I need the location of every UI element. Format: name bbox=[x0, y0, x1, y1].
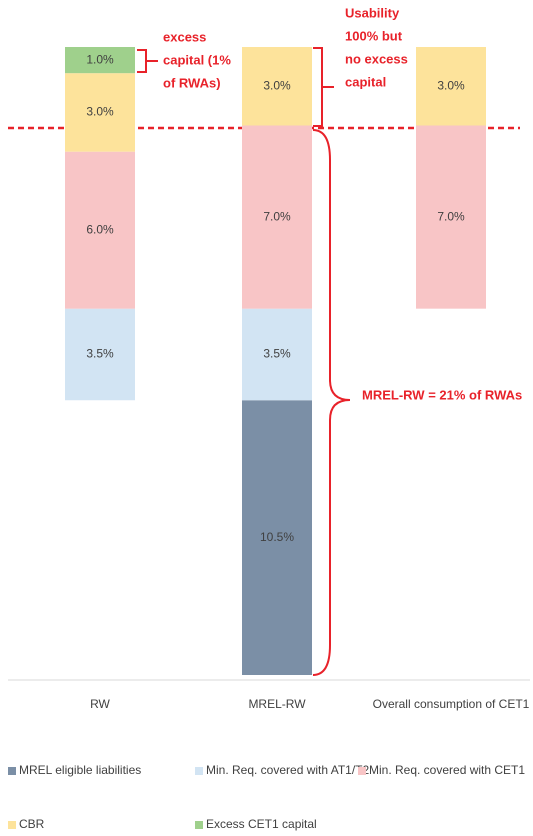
legend-swatch bbox=[195, 821, 203, 829]
value-label: 7.0% bbox=[437, 209, 465, 223]
bar-segment bbox=[416, 125, 486, 309]
bar-segment bbox=[242, 47, 312, 126]
x-tick-label: Overall consumption of CET1 bbox=[373, 697, 530, 711]
legend-swatch bbox=[358, 767, 366, 775]
legend-swatch bbox=[8, 821, 16, 829]
annotation: MREL-RW = 21% of RWAs bbox=[362, 387, 522, 402]
x-tick-label: MREL-RW bbox=[248, 697, 306, 711]
legend-label: Min. Req. covered with AT1/T2 bbox=[206, 763, 370, 777]
value-label: 6.0% bbox=[86, 222, 114, 236]
bracket bbox=[137, 49, 158, 73]
value-label: 7.0% bbox=[263, 209, 291, 223]
bar-segment bbox=[242, 125, 312, 309]
legend-swatch bbox=[8, 767, 16, 775]
bar-segment bbox=[65, 308, 135, 401]
value-label: 3.5% bbox=[86, 347, 114, 361]
bar-segment bbox=[65, 151, 135, 309]
legend-swatch bbox=[195, 767, 203, 775]
annotation: of RWAs) bbox=[163, 75, 221, 90]
legend-label: Min. Req. covered with CET1 bbox=[369, 763, 525, 777]
value-label: 3.0% bbox=[86, 105, 114, 119]
annotation: 100% but bbox=[345, 28, 403, 43]
value-label: 3.0% bbox=[437, 78, 465, 92]
legend-label: Excess CET1 capital bbox=[206, 817, 317, 831]
annotation: capital bbox=[345, 74, 386, 89]
bar-segment bbox=[242, 400, 312, 675]
annotation: Usability bbox=[345, 5, 400, 20]
value-label: 10.5% bbox=[260, 530, 294, 544]
bracket bbox=[313, 47, 334, 127]
legend-label: MREL eligible liabilities bbox=[19, 763, 141, 777]
x-tick-label: RW bbox=[90, 697, 110, 711]
legend-label: CBR bbox=[19, 817, 45, 831]
bar-segment bbox=[65, 47, 135, 74]
annotation: no excess bbox=[345, 51, 408, 66]
value-label: 3.0% bbox=[263, 78, 291, 92]
value-label: 3.5% bbox=[263, 347, 291, 361]
bar-segment bbox=[65, 73, 135, 152]
annotation: excess bbox=[163, 29, 206, 44]
annotation: capital (1% bbox=[163, 52, 231, 67]
bar-segment bbox=[416, 47, 486, 126]
bar-segment bbox=[242, 308, 312, 401]
value-label: 1.0% bbox=[86, 52, 114, 66]
brace bbox=[312, 129, 351, 676]
